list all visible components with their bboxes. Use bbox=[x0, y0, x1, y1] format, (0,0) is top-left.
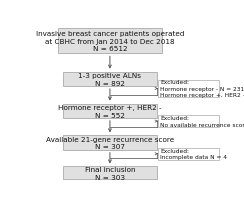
FancyBboxPatch shape bbox=[158, 148, 219, 160]
Text: Hormone receptor +, HER2 -
N = 552: Hormone receptor +, HER2 - N = 552 bbox=[58, 104, 162, 118]
Text: Excluded:
Incomplete data N = 4: Excluded: Incomplete data N = 4 bbox=[160, 148, 227, 160]
FancyBboxPatch shape bbox=[63, 136, 157, 150]
FancyBboxPatch shape bbox=[158, 81, 219, 97]
FancyBboxPatch shape bbox=[63, 72, 157, 87]
Text: Invasive breast cancer patients operated
at CBHC from Jan 2014 to Dec 2018
N = 6: Invasive breast cancer patients operated… bbox=[36, 31, 184, 52]
Text: Excluded:
Hormone receptor - N = 231
Hormone receptor +, HER2 + N = 109: Excluded: Hormone receptor - N = 231 Hor… bbox=[160, 80, 244, 98]
FancyBboxPatch shape bbox=[63, 167, 157, 179]
Text: Final inclusion
N = 303: Final inclusion N = 303 bbox=[85, 166, 135, 180]
Text: 1-3 positive ALNs
N = 892: 1-3 positive ALNs N = 892 bbox=[78, 73, 142, 86]
Text: Excluded:
No available recurrence score N = 245: Excluded: No available recurrence score … bbox=[160, 116, 244, 127]
FancyBboxPatch shape bbox=[58, 29, 162, 54]
FancyBboxPatch shape bbox=[63, 104, 157, 118]
FancyBboxPatch shape bbox=[158, 116, 219, 128]
Text: Available 21-gene recurrence score
N = 307: Available 21-gene recurrence score N = 3… bbox=[46, 136, 174, 150]
